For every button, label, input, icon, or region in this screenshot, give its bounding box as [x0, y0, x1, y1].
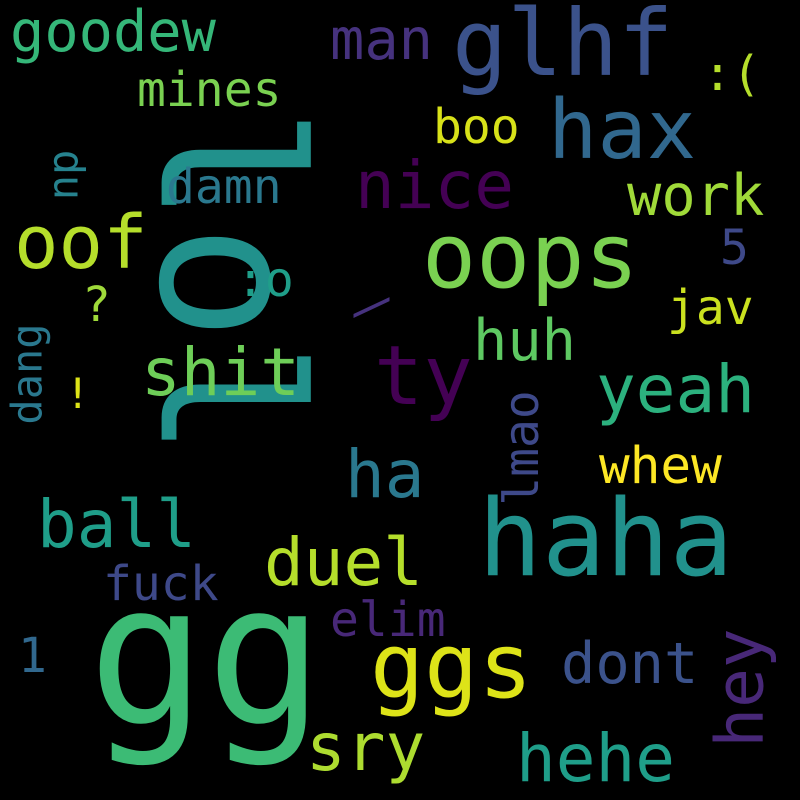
- word-shit: shit: [141, 334, 300, 411]
- word-ggs: ggs: [370, 614, 533, 719]
- word-sad-face: :(: [703, 46, 761, 102]
- word-lmao: lmao: [493, 390, 550, 506]
- word-hey: hey: [701, 628, 779, 748]
- word-ty: ty: [374, 329, 473, 424]
- word-boo: boo: [433, 99, 520, 155]
- word-oops: oops: [422, 204, 639, 309]
- word-elim: elim: [330, 592, 446, 648]
- word-mines: mines: [137, 62, 282, 118]
- word-damn: damn: [166, 159, 282, 215]
- word-oof: oof: [14, 200, 148, 286]
- word-goodew: goodew: [10, 0, 216, 65]
- word-yeah: yeah: [596, 351, 755, 428]
- word-hax: hax: [548, 83, 697, 178]
- word-duel: duel: [264, 524, 423, 601]
- word-sry: sry: [306, 709, 426, 786]
- word-exclamation-mark: !: [65, 369, 91, 418]
- word-glhf: glhf: [452, 0, 674, 97]
- word-work: work: [627, 163, 765, 229]
- word-haha: haha: [478, 477, 734, 600]
- word-whew: whew: [599, 437, 722, 496]
- word-surprised-face: :o: [236, 252, 294, 308]
- word-dang: dang: [2, 323, 52, 425]
- word-huh: huh: [473, 308, 576, 374]
- word-jav: jav: [667, 280, 754, 336]
- word-dont: dont: [561, 631, 699, 697]
- word-five: 5: [720, 220, 749, 276]
- word-np: np: [38, 149, 88, 201]
- word-gg: gg: [88, 542, 325, 770]
- word-ball: ball: [37, 486, 196, 563]
- word-man: man: [330, 7, 433, 73]
- word-nice: nice: [355, 147, 514, 224]
- word-ha: ha: [345, 436, 425, 513]
- word-backslash: \: [345, 293, 397, 321]
- word-one: 1: [18, 628, 47, 684]
- word-fuck: fuck: [103, 556, 219, 612]
- word-hehe: hehe: [516, 720, 675, 797]
- word-question-mark: ?: [82, 277, 111, 333]
